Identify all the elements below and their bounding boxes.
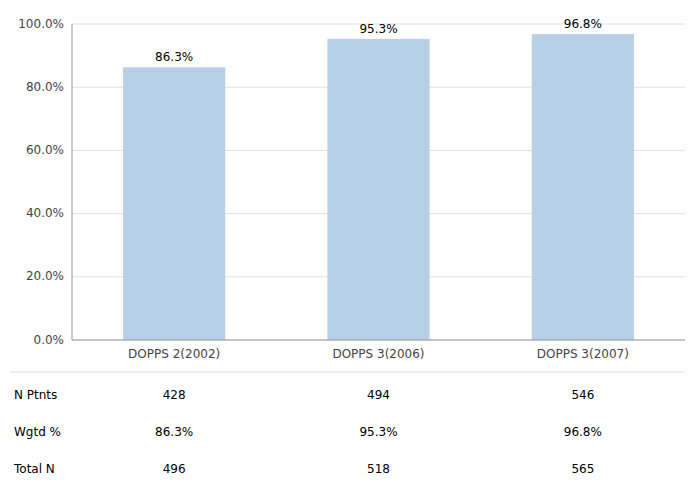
table-row-label: Wgtd % xyxy=(14,425,61,439)
bar xyxy=(327,39,429,340)
table: N Ptnts Wgtd % Total N 428 494 546 86.3% 95.3% 9… xyxy=(10,372,685,476)
table-cell: 518 xyxy=(367,462,390,476)
data-label: 86.3% xyxy=(155,50,193,64)
y-axis: 0.0% 20.0% 40.0% 60.0% 80.0% 100.0% xyxy=(18,17,685,347)
table-cell: 565 xyxy=(571,462,594,476)
table-cell: 496 xyxy=(163,462,186,476)
table-divider xyxy=(10,372,685,373)
y-tick-label: 60.0% xyxy=(26,143,64,157)
data-label: 96.8% xyxy=(564,17,602,31)
data-label: 95.3% xyxy=(359,22,397,36)
y-tick-label: 80.0% xyxy=(26,80,64,94)
y-tick-label: 40.0% xyxy=(26,206,64,220)
x-axis: DOPPS 2(2002) DOPPS 3(2006) DOPPS 3(2007) xyxy=(128,347,629,361)
y-axis-line xyxy=(72,24,73,340)
bar xyxy=(123,67,225,340)
table-cell: 86.3% xyxy=(155,425,193,439)
x-tick-label: DOPPS 3(2006) xyxy=(332,347,424,361)
table-cell: 546 xyxy=(571,388,594,402)
table-row-label: Total N xyxy=(13,462,55,476)
chart: 0.0% 20.0% 40.0% 60.0% 80.0% 100.0% 86.3% 95.3%… xyxy=(0,0,700,500)
y-tick-label: 20.0% xyxy=(26,269,64,283)
table-cell: 96.8% xyxy=(564,425,602,439)
data-labels: 86.3% 95.3% 96.8% xyxy=(155,17,602,64)
x-axis-line xyxy=(72,340,685,341)
table-row-label: N Ptnts xyxy=(14,388,57,402)
y-tick-label: 0.0% xyxy=(34,333,65,347)
grid-line xyxy=(72,340,685,341)
table-cell: 494 xyxy=(367,388,390,402)
bars xyxy=(123,34,634,340)
table-cell: 428 xyxy=(163,388,186,402)
x-tick-label: DOPPS 2(2002) xyxy=(128,347,220,361)
bar xyxy=(532,34,634,340)
table-cell: 95.3% xyxy=(359,425,397,439)
y-tick-label: 100.0% xyxy=(18,17,64,31)
x-tick-label: DOPPS 3(2007) xyxy=(537,347,629,361)
